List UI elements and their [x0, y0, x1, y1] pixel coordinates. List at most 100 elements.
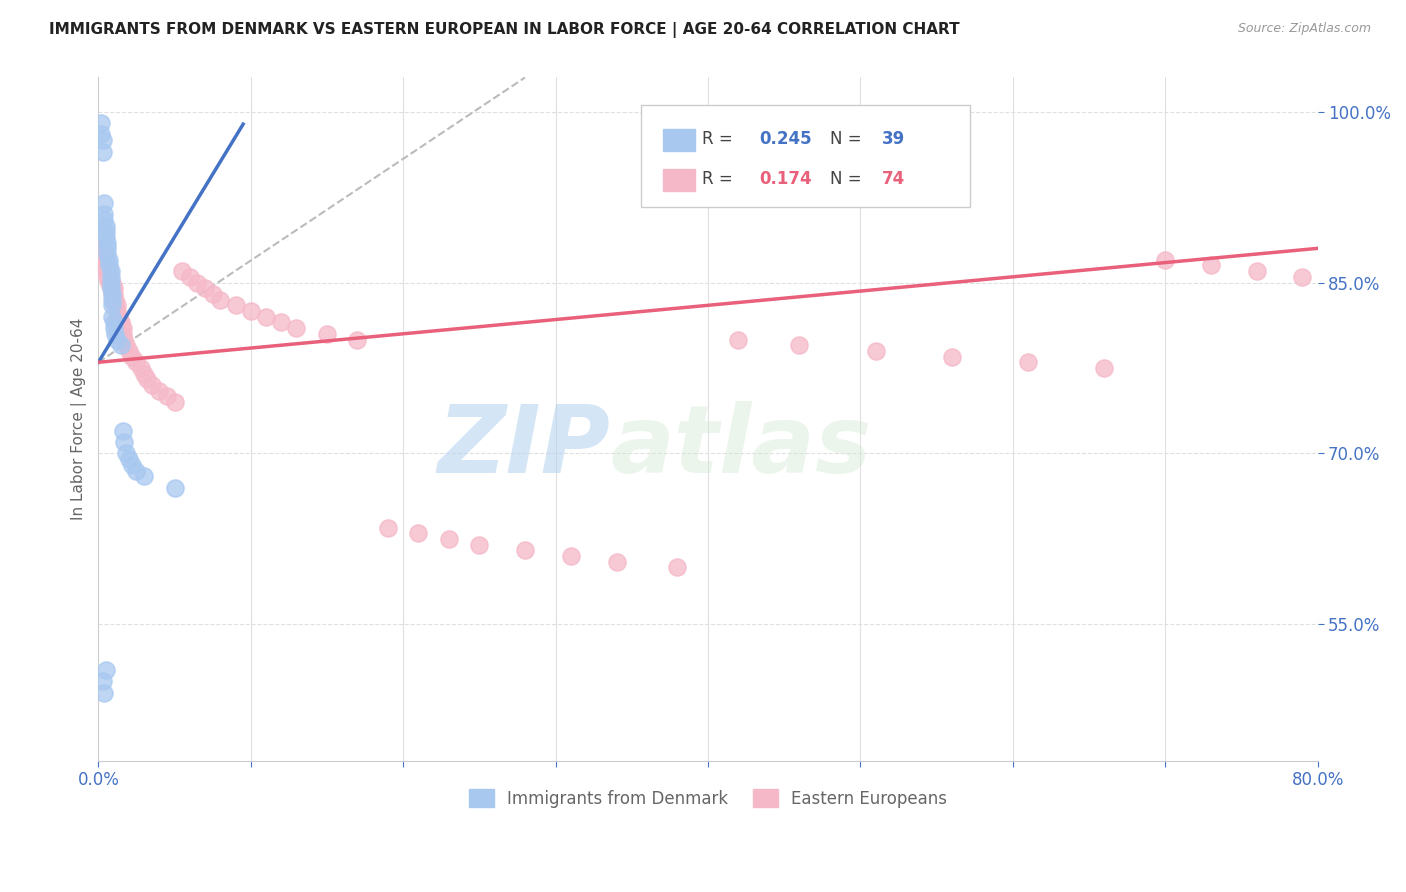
- Point: [98, 269, 121, 284]
- Point: [111, 424, 134, 438]
- Point: [101, 287, 124, 301]
- Point: [93, 686, 115, 700]
- Point: [125, 464, 148, 478]
- Point: [156, 389, 179, 403]
- Text: N =: N =: [830, 130, 866, 148]
- Point: [111, 321, 134, 335]
- Point: [560, 549, 582, 563]
- Point: [163, 481, 186, 495]
- Point: [101, 287, 124, 301]
- Point: [114, 338, 136, 352]
- Point: [90, 128, 112, 142]
- Point: [605, 555, 627, 569]
- Point: [727, 333, 749, 347]
- Text: atlas: atlas: [610, 401, 872, 492]
- Point: [94, 230, 117, 244]
- Point: [111, 326, 134, 341]
- Point: [98, 259, 121, 273]
- Point: [1291, 269, 1313, 284]
- Legend: Immigrants from Denmark, Eastern Europeans: Immigrants from Denmark, Eastern Europea…: [463, 783, 955, 814]
- Point: [91, 133, 114, 147]
- Point: [93, 252, 115, 267]
- Point: [91, 674, 114, 689]
- Point: [437, 532, 460, 546]
- Point: [346, 333, 368, 347]
- Point: [93, 195, 115, 210]
- Text: 74: 74: [883, 170, 905, 188]
- Point: [201, 287, 224, 301]
- Point: [110, 315, 132, 329]
- Point: [179, 269, 201, 284]
- Text: Source: ZipAtlas.com: Source: ZipAtlas.com: [1237, 22, 1371, 36]
- Text: 0.174: 0.174: [759, 170, 811, 188]
- Point: [105, 304, 128, 318]
- Point: [94, 219, 117, 233]
- Point: [112, 333, 135, 347]
- Point: [941, 350, 963, 364]
- Point: [104, 298, 127, 312]
- Point: [94, 252, 117, 267]
- Point: [103, 321, 125, 335]
- Point: [105, 333, 128, 347]
- Point: [101, 281, 124, 295]
- Point: [101, 293, 124, 307]
- Point: [90, 116, 112, 130]
- Point: [865, 343, 887, 358]
- Text: IMMIGRANTS FROM DENMARK VS EASTERN EUROPEAN IN LABOR FORCE | AGE 20-64 CORRELATI: IMMIGRANTS FROM DENMARK VS EASTERN EUROP…: [49, 22, 960, 38]
- Point: [93, 207, 115, 221]
- Point: [101, 310, 124, 324]
- Point: [666, 560, 689, 574]
- Text: 39: 39: [883, 130, 905, 148]
- Point: [118, 452, 141, 467]
- Point: [112, 435, 135, 450]
- Point: [94, 259, 117, 273]
- Point: [94, 264, 117, 278]
- Point: [468, 538, 491, 552]
- Point: [94, 224, 117, 238]
- Point: [100, 269, 122, 284]
- FancyBboxPatch shape: [662, 128, 695, 151]
- Point: [93, 212, 115, 227]
- Point: [100, 281, 122, 295]
- Point: [91, 145, 114, 159]
- Point: [225, 298, 247, 312]
- Point: [103, 293, 125, 307]
- Point: [91, 230, 114, 244]
- FancyBboxPatch shape: [662, 169, 695, 191]
- FancyBboxPatch shape: [641, 104, 970, 207]
- Text: R =: R =: [702, 130, 738, 148]
- Point: [93, 247, 115, 261]
- Point: [316, 326, 339, 341]
- Point: [114, 446, 136, 460]
- Point: [254, 310, 277, 324]
- Point: [110, 321, 132, 335]
- Point: [1199, 259, 1222, 273]
- Point: [96, 269, 118, 284]
- Point: [110, 338, 132, 352]
- Point: [118, 343, 141, 358]
- Point: [148, 384, 170, 398]
- Point: [408, 526, 430, 541]
- Point: [98, 264, 121, 278]
- Point: [186, 276, 208, 290]
- Point: [121, 350, 143, 364]
- Point: [132, 469, 155, 483]
- Point: [96, 235, 118, 250]
- Point: [209, 293, 232, 307]
- Point: [104, 293, 127, 307]
- Point: [91, 241, 114, 255]
- Point: [101, 298, 124, 312]
- Point: [107, 310, 129, 324]
- Point: [125, 355, 148, 369]
- Point: [194, 281, 217, 295]
- Point: [98, 252, 121, 267]
- Text: 0.245: 0.245: [759, 130, 811, 148]
- Point: [108, 315, 131, 329]
- Point: [100, 276, 122, 290]
- Point: [121, 458, 143, 472]
- Point: [100, 281, 122, 295]
- Point: [1092, 361, 1115, 376]
- Point: [103, 315, 125, 329]
- Text: R =: R =: [702, 170, 738, 188]
- Point: [101, 276, 124, 290]
